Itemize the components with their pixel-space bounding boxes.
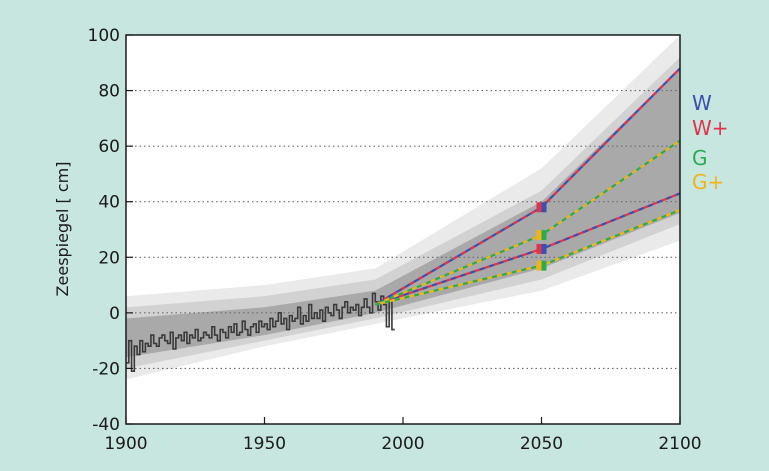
band-inner [126,68,680,358]
y-tick-label: 60 [98,137,120,157]
x-tick-label: 2000 [381,434,424,454]
marker-2050-w-plus-half [541,243,547,254]
x-axis: 1900 1950 2000 2050 2100 [104,417,702,454]
y-tick-label: -40 [92,415,120,435]
y-axis-label: Zeespiegel [ cm] [53,162,72,297]
y-axis: -40 -20 0 20 40 60 80 100 [88,26,133,435]
legend-item-g-plus: G+ [692,170,724,194]
x-tick-label: 2050 [520,434,563,454]
x-tick-label: 2100 [658,434,701,454]
band-outer [126,35,680,380]
legend-item-w: W [692,91,712,115]
marker-2050-g-plus-half [541,260,547,271]
scenario-markers-2050 [536,202,547,271]
legend-item-w-plus: W+ [692,116,729,140]
y-tick-label: -20 [92,359,120,379]
marker-2050-g-plus [536,260,542,271]
observed-series [126,292,395,373]
legend-item-g: G [692,146,708,170]
legend: WW+ GG+ [692,91,729,194]
series-w-plus-dash [374,192,681,306]
marker-2050-w [536,202,542,213]
y-tick-label: 40 [98,193,120,213]
marker-2050-w-half [541,202,547,213]
y-tick-label: 100 [88,26,120,46]
marker-2050-w-plus [536,243,542,254]
y-tick-label: 80 [98,82,120,102]
x-tick-label: 1900 [104,434,147,454]
y-tick-label: 20 [98,248,120,268]
x-tick-label: 1950 [243,434,286,454]
marker-2050-g-half [541,230,547,241]
y-tick-label: 0 [109,304,120,324]
observed-line [126,292,395,373]
marker-2050-g [536,230,542,241]
